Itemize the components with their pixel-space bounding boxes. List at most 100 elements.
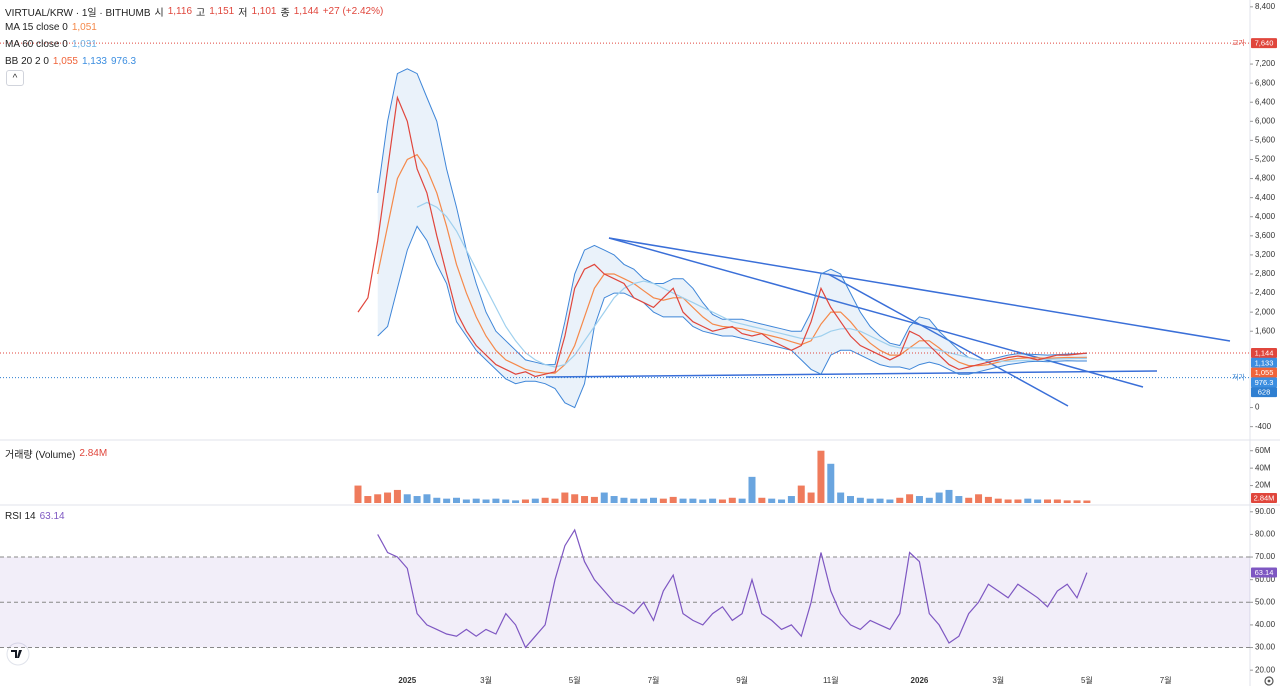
volume-bar bbox=[472, 498, 480, 503]
volume-bar bbox=[1073, 500, 1081, 503]
ohlc-value: 1,144 bbox=[293, 6, 319, 17]
price-tag-bg bbox=[1251, 387, 1277, 398]
indicator-value: 1,051 bbox=[71, 22, 97, 33]
indicator-legend[interactable]: MA 15 close 0 1,051 bbox=[5, 22, 97, 33]
volume-bar bbox=[1044, 499, 1051, 503]
tv-logo bbox=[6, 642, 30, 666]
price-tag: 976.3 bbox=[1255, 378, 1274, 387]
volume-bar bbox=[1063, 500, 1071, 503]
ohlc-value: 1,151 bbox=[209, 6, 235, 17]
trend-lines bbox=[545, 237, 1231, 407]
y-tick-label: 90.00 bbox=[1255, 507, 1276, 516]
volume-bar bbox=[778, 499, 786, 503]
volume-bar bbox=[650, 497, 657, 503]
volume-bar bbox=[856, 497, 864, 503]
x-tick-label: 5월 bbox=[569, 675, 581, 685]
volume-legend: 거래량 (Volume) 2.84M bbox=[5, 446, 107, 461]
rsi-title: RSI 14 bbox=[5, 511, 36, 522]
volume-bar bbox=[374, 494, 382, 503]
price-change: +27 (+2.42%) bbox=[322, 6, 384, 17]
volume-bar bbox=[482, 499, 490, 503]
volume-bar bbox=[984, 496, 992, 503]
y-tick-label: 2,800 bbox=[1255, 269, 1276, 278]
y-tick-label: 7,200 bbox=[1255, 59, 1276, 68]
volume-bar bbox=[866, 498, 874, 503]
settings-icon[interactable] bbox=[1264, 676, 1274, 686]
volume-value: 2.84M bbox=[79, 448, 108, 459]
ma-line bbox=[416, 201, 1087, 368]
volume-bar bbox=[847, 496, 854, 503]
collapse-button[interactable]: ^ bbox=[6, 70, 24, 86]
volume-bar bbox=[748, 476, 756, 503]
x-tick-label: 2025 bbox=[398, 676, 416, 685]
indicator-value: 1,055 bbox=[52, 56, 78, 67]
volume-bar bbox=[610, 496, 618, 503]
price-tag: 1,055 bbox=[1255, 368, 1274, 377]
volume-bar bbox=[935, 492, 943, 503]
y-tick-label: 2,400 bbox=[1255, 288, 1276, 297]
price-tag: 1,144 bbox=[1255, 348, 1274, 357]
indicator-legend[interactable]: BB 20 2 0 1,055 1,133 976.3 bbox=[5, 56, 136, 67]
y-tick-label: 1,600 bbox=[1255, 326, 1276, 335]
price-tag-bg bbox=[1251, 567, 1277, 578]
volume-bar bbox=[453, 497, 460, 503]
x-tick-label: 3월 bbox=[480, 675, 492, 685]
ma-line bbox=[377, 153, 1087, 374]
volume-bar bbox=[364, 496, 372, 503]
price-tag: 1,133 bbox=[1255, 358, 1274, 367]
volume-bar bbox=[1083, 500, 1091, 503]
indicator-name: MA 15 close 0 bbox=[5, 22, 68, 33]
volume-bar bbox=[1004, 499, 1012, 503]
volume-bar bbox=[620, 497, 628, 503]
volume-bar bbox=[393, 489, 401, 503]
volume-bar bbox=[896, 497, 904, 503]
y-tick-label: 50.00 bbox=[1255, 597, 1276, 606]
volume-bar bbox=[787, 496, 795, 503]
volume-bar bbox=[384, 492, 392, 503]
y-tick-label: 5,600 bbox=[1255, 136, 1276, 145]
volume-bar bbox=[492, 498, 500, 503]
symbol-legend: VIRTUAL/KRW · 1일 · BITHUMB 시 1,116 고 1,151… bbox=[5, 4, 383, 19]
volume-bar bbox=[354, 485, 362, 503]
x-tick-label: 7월 bbox=[648, 675, 660, 685]
y-tick-label: 40.00 bbox=[1255, 620, 1276, 629]
rsi-line bbox=[377, 528, 1088, 649]
volume-bar bbox=[512, 500, 520, 503]
trend-line bbox=[545, 370, 1158, 378]
bb-fill bbox=[377, 68, 1087, 408]
y-tick-label: 40M bbox=[1255, 463, 1271, 472]
price-tag-bg bbox=[1251, 38, 1277, 49]
volume-bar bbox=[718, 499, 726, 503]
y-tick-label: 6,400 bbox=[1255, 97, 1276, 106]
volume-bar bbox=[640, 498, 648, 503]
volume-bar bbox=[1014, 499, 1022, 503]
indicator-name: MA 60 close 0 bbox=[5, 39, 68, 50]
y-tick-label: 20.00 bbox=[1255, 665, 1276, 674]
volume-bar bbox=[413, 496, 421, 503]
indicator-value: 1,031 bbox=[71, 39, 97, 50]
y-tick-label: 60M bbox=[1255, 446, 1271, 455]
volume-bar bbox=[955, 496, 963, 503]
volume-bar bbox=[689, 498, 697, 503]
ohlc-name: 시 bbox=[154, 8, 164, 19]
indicator-legend[interactable]: MA 60 close 0 1,031 bbox=[5, 39, 97, 50]
x-tick-label: 5월 bbox=[1081, 675, 1093, 685]
volume-bar bbox=[758, 497, 766, 503]
ohlc-name: 저 bbox=[238, 8, 248, 19]
volume-bar bbox=[886, 499, 894, 503]
y-tick-label: 30.00 bbox=[1255, 643, 1276, 652]
volume-bar bbox=[915, 496, 923, 503]
y-tick-label: 6,800 bbox=[1255, 78, 1276, 87]
price-tag-bg bbox=[1251, 357, 1277, 368]
volume-bar bbox=[699, 499, 707, 503]
y-tick-label: 2,000 bbox=[1255, 307, 1276, 316]
rsi-value: 63.14 bbox=[39, 511, 65, 522]
y-tick-label: 70.00 bbox=[1255, 552, 1276, 561]
y-tick-label: 60.00 bbox=[1255, 575, 1276, 584]
price-tag-bg bbox=[1251, 347, 1277, 358]
volume-bar bbox=[531, 498, 539, 503]
trend-line bbox=[608, 237, 1144, 388]
indicator-value: 1,133 bbox=[81, 56, 107, 67]
y-tick-label: 3,600 bbox=[1255, 231, 1276, 240]
